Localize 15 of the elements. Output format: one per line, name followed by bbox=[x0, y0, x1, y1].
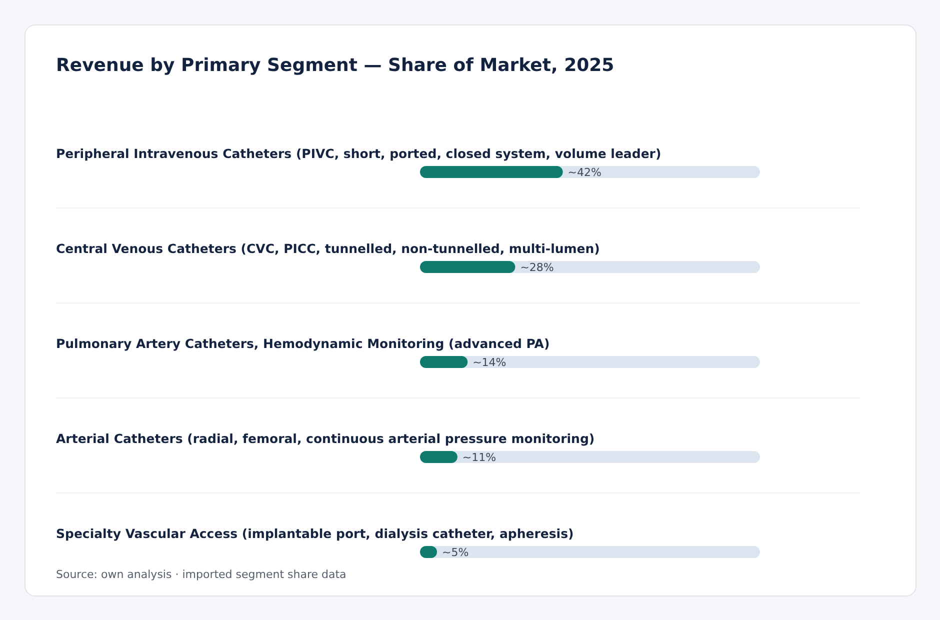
y-tick-label: Pulmonary Artery Catheters, Hemodynamic Monitoring (advanced PA) bbox=[56, 336, 550, 351]
data-label: ~28% bbox=[520, 261, 554, 274]
data-label: ~11% bbox=[462, 451, 496, 464]
chart-title: Revenue by Primary Segment — Share of Market, 2025 bbox=[56, 55, 614, 76]
y-tick-label: Arterial Catheters (radial, femoral, continuous arterial pressure monitoring) bbox=[56, 431, 595, 446]
bar bbox=[420, 451, 458, 463]
source-note: Source: own analysis · imported segment share data bbox=[56, 568, 346, 581]
data-label: ~42% bbox=[568, 166, 602, 179]
bar bbox=[420, 261, 516, 273]
data-label: ~5% bbox=[442, 546, 469, 559]
bar bbox=[420, 356, 468, 368]
y-tick-label: Peripheral Intravenous Catheters (PIVC, short, ported, closed system, volume leader) bbox=[56, 146, 662, 161]
data-label: ~14% bbox=[472, 356, 506, 369]
y-tick-label: Central Venous Catheters (CVC, PICC, tunnelled, non-tunnelled, multi-lumen) bbox=[56, 241, 600, 256]
y-tick-label: Specialty Vascular Access (implantable port, dialysis catheter, apheresis) bbox=[56, 526, 574, 541]
